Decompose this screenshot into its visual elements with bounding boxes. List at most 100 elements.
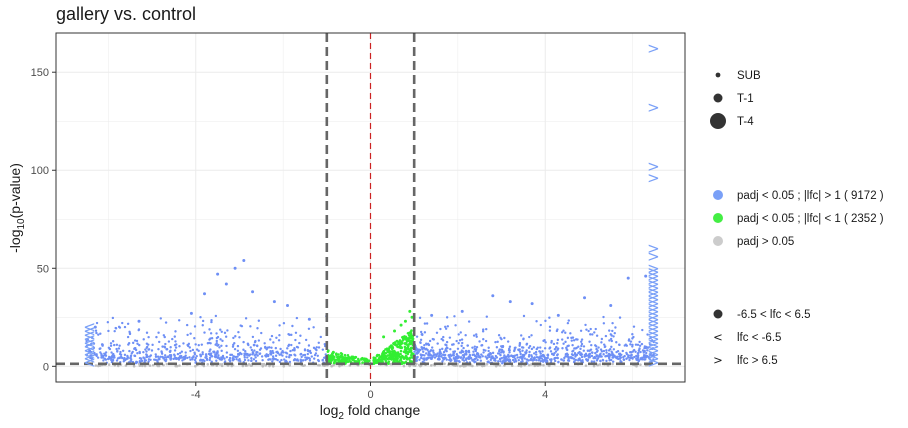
point-significant xyxy=(418,316,422,320)
point-nonsignificant xyxy=(402,364,406,368)
point-significant xyxy=(159,317,162,320)
clipped-left-marker: < xyxy=(83,326,96,344)
point-significant xyxy=(270,346,273,349)
point-significant xyxy=(133,354,136,357)
legend-shape-label: lfc > 6.5 xyxy=(737,355,778,367)
point-significant xyxy=(216,272,220,276)
point-significant xyxy=(473,345,477,348)
point-significant xyxy=(633,355,636,359)
point-significant xyxy=(102,359,105,362)
point-significant xyxy=(94,329,98,332)
point-significant xyxy=(459,331,462,334)
point-significant xyxy=(473,348,476,351)
point-significant xyxy=(295,316,299,320)
point-significant xyxy=(447,354,450,357)
point-significant xyxy=(253,340,257,344)
point-significant xyxy=(513,346,517,350)
point-significant-small-lfc xyxy=(408,337,411,340)
point-significant xyxy=(215,339,218,343)
point-significant xyxy=(511,358,515,362)
point-significant xyxy=(543,347,547,350)
point-significant xyxy=(542,339,545,343)
point-significant xyxy=(265,348,268,351)
point-significant xyxy=(135,339,139,343)
point-significant xyxy=(609,353,612,356)
point-significant xyxy=(612,348,616,351)
point-significant xyxy=(194,343,197,346)
point-significant xyxy=(186,333,189,337)
point-significant xyxy=(544,358,547,362)
point-nonsignificant xyxy=(271,365,275,368)
point-significant xyxy=(541,353,545,357)
point-significant-small-lfc xyxy=(395,343,399,347)
point-significant xyxy=(129,355,132,359)
point-significant xyxy=(208,356,212,360)
point-significant xyxy=(540,357,544,360)
legend-color-label: padj > 0.05 xyxy=(737,236,794,248)
point-significant xyxy=(204,353,208,356)
point-significant xyxy=(603,343,606,346)
point-significant xyxy=(245,353,249,357)
point-significant xyxy=(294,331,298,334)
point-significant xyxy=(641,356,644,359)
point-significant xyxy=(260,355,264,358)
point-significant xyxy=(425,322,429,325)
point-significant xyxy=(279,353,283,356)
point-significant xyxy=(234,335,237,338)
point-significant xyxy=(113,329,116,333)
point-significant xyxy=(307,317,311,321)
point-significant xyxy=(530,355,534,358)
point-significant xyxy=(307,344,311,347)
point-significant xyxy=(178,319,181,322)
point-significant xyxy=(562,329,565,332)
point-significant xyxy=(165,348,168,351)
x-axis-title-subscript: 2 xyxy=(338,411,344,422)
point-significant xyxy=(599,348,603,351)
point-significant xyxy=(643,356,646,359)
point-significant xyxy=(215,332,218,335)
point-significant xyxy=(282,351,285,354)
point-significant xyxy=(484,339,488,343)
point-significant xyxy=(576,338,579,341)
point-significant xyxy=(465,357,468,360)
point-significant xyxy=(584,323,587,327)
point-significant xyxy=(596,357,599,360)
point-significant xyxy=(471,346,474,349)
point-significant xyxy=(188,356,191,359)
point-significant xyxy=(494,359,497,362)
point-significant xyxy=(478,355,481,358)
point-significant xyxy=(649,336,652,340)
point-significant xyxy=(295,345,299,349)
point-significant xyxy=(508,351,511,354)
clipped-left-marker: < xyxy=(83,330,96,348)
y-tick-label: 50 xyxy=(37,263,49,275)
point-significant xyxy=(99,347,102,350)
point-significant xyxy=(230,353,234,356)
point-significant xyxy=(119,355,123,358)
point-significant xyxy=(166,355,169,359)
point-significant xyxy=(210,360,213,363)
point-significant xyxy=(601,358,605,362)
point-significant xyxy=(106,357,110,361)
point-significant xyxy=(582,349,585,352)
point-significant xyxy=(151,343,154,347)
point-significant xyxy=(218,357,221,361)
point-significant xyxy=(95,354,98,358)
point-significant xyxy=(539,346,542,349)
point-significant xyxy=(161,345,164,348)
point-significant xyxy=(288,355,291,359)
point-significant xyxy=(271,355,275,358)
clipped-markers: <<<<<<<<<<>>>>>>>>>>>>>>>>>>>>>>>>>>>>>>… xyxy=(83,40,659,372)
point-significant xyxy=(520,360,523,363)
point-significant xyxy=(267,353,270,357)
y-axis-title-prefix: -log xyxy=(7,230,23,253)
point-significant xyxy=(279,347,282,351)
clipped-right-marker: > xyxy=(647,353,660,371)
point-significant xyxy=(548,347,551,350)
point-significant xyxy=(119,350,122,354)
point-significant-small-lfc xyxy=(403,348,407,351)
point-significant xyxy=(622,358,626,362)
point-significant xyxy=(432,338,435,341)
point-significant xyxy=(634,343,638,346)
